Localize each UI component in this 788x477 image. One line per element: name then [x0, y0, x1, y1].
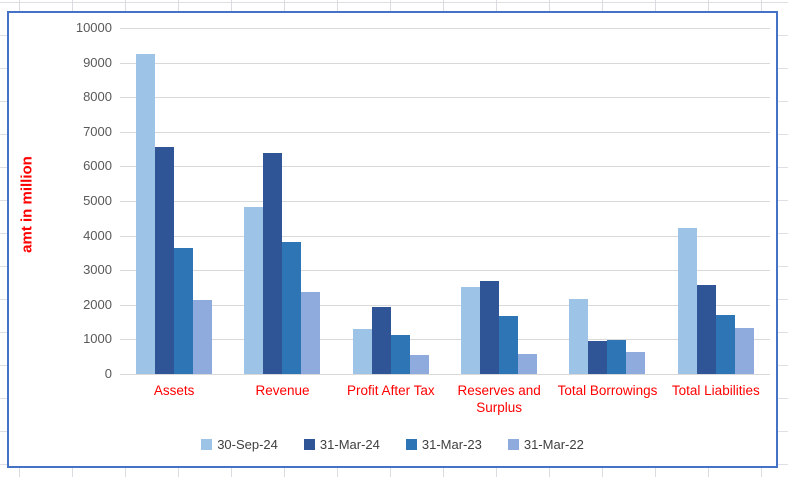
gridline-4000 [120, 235, 770, 237]
bar-group-0 [120, 28, 228, 374]
legend-item-31-Mar-24[interactable]: 31-Mar-24 [303, 437, 380, 452]
bar-30-Sep-24-total-borrowings[interactable] [569, 299, 589, 374]
bar-31-Mar-23-total-liabilities[interactable] [715, 314, 735, 374]
category-label-2: Profit After Tax [347, 383, 435, 398]
legend-item-31-Mar-22[interactable]: 31-Mar-22 [507, 437, 584, 452]
y-tick-6000: 6000 [83, 158, 112, 174]
bar-30-Sep-24-profit-after-tax[interactable] [352, 329, 372, 374]
legend-label: 31-Mar-23 [421, 437, 482, 452]
bar-31-Mar-22-assets[interactable] [193, 300, 213, 374]
bar-group-5 [662, 28, 770, 374]
bar-31-Mar-23-revenue[interactable] [282, 242, 302, 374]
y-tick-7000: 7000 [83, 123, 112, 139]
gridline-10000 [120, 28, 770, 29]
category-label-4: Total Borrowings [557, 383, 658, 398]
bar-31-Mar-24-total-borrowings[interactable] [588, 341, 608, 374]
bar-31-Mar-24-profit-after-tax[interactable] [371, 306, 391, 374]
y-axis-title: amt in million [18, 156, 36, 253]
y-tick-1000: 1000 [83, 331, 112, 347]
legend-swatch-icon [507, 439, 519, 450]
legend-swatch-icon [405, 439, 417, 450]
plot-area: 0 1000 2000 3000 4000 5000 6000 7000 8000 9000 100… [76, 20, 770, 381]
y-tick-2000: 2000 [83, 296, 112, 312]
bar-series-layer [120, 28, 770, 374]
bar-31-Mar-23-assets[interactable] [174, 247, 194, 374]
bar-31-Mar-22-revenue[interactable] [301, 291, 321, 374]
category-label-3: Reserves and Surplus [457, 383, 541, 415]
chart-object[interactable]: amt in million 0 1000 2000 3000 4000 5000 6000… [7, 11, 778, 468]
legend-swatch-icon [201, 439, 213, 450]
legend-item-30-Sep-24[interactable]: 30-Sep-24 [201, 437, 278, 452]
legend-label: 30-Sep-24 [217, 437, 278, 452]
y-tick-3000: 3000 [83, 262, 112, 278]
legend-swatch-icon [303, 439, 315, 450]
bar-31-Mar-24-revenue[interactable] [263, 152, 283, 374]
bar-group-4 [553, 28, 661, 374]
y-tick-5000: 5000 [83, 193, 112, 208]
legend-label: 31-Mar-22 [523, 437, 584, 452]
bar-group-1 [228, 28, 336, 374]
bar-31-Mar-24-total-liabilities[interactable] [696, 284, 716, 374]
gridline-2000 [120, 304, 770, 306]
bar-30-Sep-24-total-liabilities[interactable] [677, 227, 697, 374]
y-tick-8000: 8000 [83, 89, 112, 105]
bar-31-Mar-23-profit-after-tax[interactable] [390, 334, 410, 374]
y-tick-0: 0 [104, 366, 112, 381]
gridline-6000 [120, 166, 770, 168]
bar-31-Mar-22-reserves-and-surplus[interactable] [518, 353, 538, 374]
gridline-0 [120, 374, 770, 375]
chart-legend: 30-Sep-24 31-Mar-24 31-Mar-23 31-Mar-22 [9, 437, 776, 452]
gridline-9000 [120, 62, 770, 64]
legend-item-31-Mar-23[interactable]: 31-Mar-23 [405, 437, 482, 452]
bar-31-Mar-22-total-borrowings[interactable] [626, 351, 646, 374]
bar-group-2 [337, 28, 445, 374]
bar-30-Sep-24-reserves-and-surplus[interactable] [461, 286, 481, 374]
y-tick-4000: 4000 [83, 227, 112, 243]
bar-30-Sep-24-revenue[interactable] [244, 206, 264, 374]
bar-31-Mar-24-reserves-and-surplus[interactable] [480, 280, 500, 374]
y-tick-9000: 9000 [83, 54, 112, 70]
bar-group-3 [445, 28, 553, 374]
y-tick-10000: 10000 [75, 20, 112, 35]
gridline-3000 [120, 270, 770, 272]
category-label-0: Assets [153, 383, 195, 398]
bar-31-Mar-22-total-liabilities[interactable] [734, 327, 754, 374]
bar-31-Mar-22-profit-after-tax[interactable] [409, 354, 429, 374]
gridline-5000 [120, 201, 770, 202]
category-label-1: Revenue [255, 383, 310, 398]
category-label-5: Total Liabilities [671, 383, 760, 398]
legend-label: 31-Mar-24 [319, 437, 380, 452]
gridline-7000 [120, 131, 770, 133]
bar-31-Mar-24-assets[interactable] [155, 147, 175, 374]
gridline-1000 [120, 339, 770, 341]
x-axis-category-labels: Assets Revenue Profit After Tax Reserves an… [120, 382, 770, 416]
gridline-8000 [120, 97, 770, 99]
bar-30-Sep-24-assets[interactable] [136, 53, 156, 374]
bar-31-Mar-23-reserves-and-surplus[interactable] [499, 315, 519, 374]
bar-31-Mar-23-total-borrowings[interactable] [607, 340, 627, 374]
